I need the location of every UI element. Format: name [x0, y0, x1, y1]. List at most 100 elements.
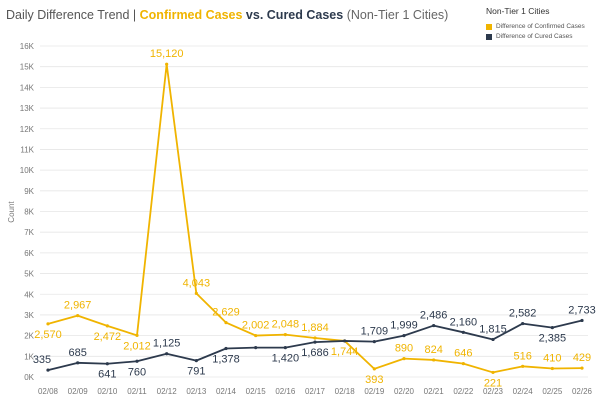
- confirmed-data-point[interactable]: [194, 291, 198, 295]
- x-tick-label: 02/20: [394, 387, 415, 396]
- cured-data-label: 1,709: [361, 326, 389, 338]
- cured-data-point[interactable]: [432, 323, 436, 328]
- legend-swatch-confirmed: [486, 23, 492, 30]
- x-tick-label: 02/22: [453, 387, 474, 396]
- cured-data-point[interactable]: [135, 359, 139, 363]
- confirmed-data-label: 2,048: [272, 319, 300, 331]
- legend-item-cured[interactable]: Difference of Cured Cases: [486, 33, 585, 40]
- cured-data-label: 1,420: [272, 353, 300, 365]
- confirmed-data-point[interactable]: [135, 333, 139, 337]
- cured-data-point[interactable]: [521, 321, 525, 326]
- confirmed-data-point[interactable]: [432, 358, 436, 362]
- y-tick-label: 0K: [24, 373, 34, 382]
- y-tick-label: 5K: [24, 270, 34, 279]
- confirmed-data-point[interactable]: [224, 321, 228, 325]
- y-axis-ticks: 0K 1K 2K 3K 4K 5K 6K 7K 8K 9K 10K 11K 12K 13K 14K 15K 16…: [20, 42, 35, 382]
- confirmed-data-point[interactable]: [491, 370, 495, 375]
- confirmed-data-point[interactable]: [165, 62, 169, 66]
- confirmed-data-point[interactable]: [313, 336, 317, 340]
- x-tick-label: 02/26: [572, 387, 593, 396]
- confirmed-data-label: 1,884: [301, 322, 329, 334]
- cured-data-label: 791: [187, 366, 205, 378]
- cured-data-label: 1,999: [390, 320, 418, 332]
- cured-data-point[interactable]: [254, 346, 258, 350]
- cured-data-point[interactable]: [313, 340, 317, 344]
- confirmed-data-point[interactable]: [550, 366, 554, 371]
- cured-data-point[interactable]: [105, 362, 109, 366]
- confirmed-data-label: 2,629: [212, 307, 240, 319]
- legend-swatch-cured: [486, 33, 492, 40]
- y-tick-label: 11K: [20, 145, 34, 154]
- cured-data-point[interactable]: [402, 334, 406, 338]
- confirmed-data-point[interactable]: [76, 314, 80, 318]
- confirmed-data-point[interactable]: [283, 333, 287, 337]
- title-cured: Cured Cases: [266, 8, 344, 22]
- x-axis-ticks: 02/08 02/09 02/10 02/11 02/12 02/13 02/14 02/15…: [38, 387, 593, 396]
- cured-data-point[interactable]: [165, 352, 169, 356]
- cured-data-label: 2,582: [509, 308, 537, 320]
- x-tick-label: 02/18: [335, 387, 356, 396]
- x-tick-label: 02/08: [38, 387, 59, 396]
- cured-data-label: 1,686: [301, 347, 329, 359]
- confirmed-data-label: 410: [543, 353, 561, 365]
- confirmed-data-label: 2,967: [64, 300, 92, 312]
- cured-data-label: 2,160: [450, 316, 478, 328]
- y-tick-label: 13K: [20, 104, 35, 113]
- confirmed-data-point[interactable]: [521, 364, 525, 368]
- cured-data-point[interactable]: [461, 330, 465, 334]
- confirmed-data-label: 15,120: [150, 48, 184, 60]
- cured-data-point[interactable]: [194, 359, 198, 363]
- cured-data-label: 641: [98, 369, 116, 381]
- confirmed-data-point[interactable]: [580, 366, 584, 370]
- y-axis-label: Count: [7, 201, 16, 223]
- confirmed-data-point[interactable]: [372, 367, 376, 371]
- cured-data-point[interactable]: [343, 339, 347, 343]
- x-tick-label: 02/24: [513, 387, 534, 396]
- legend-item-confirmed[interactable]: Difference of Confirmed Cases: [486, 23, 585, 30]
- x-tick-label: 02/25: [542, 387, 563, 396]
- y-tick-label: 3K: [24, 311, 34, 320]
- y-tick-label: 6K: [24, 249, 34, 258]
- y-tick-label: 10K: [20, 166, 35, 175]
- cured-data-point[interactable]: [491, 337, 495, 342]
- y-tick-label: 16K: [20, 42, 35, 51]
- cured-data-point[interactable]: [580, 318, 584, 323]
- x-tick-label: 02/13: [186, 387, 207, 396]
- confirmed-data-point[interactable]: [105, 324, 109, 328]
- confirmed-data-label: 2,002: [242, 320, 270, 332]
- cured-data-label: 1,125: [153, 338, 181, 350]
- cured-data-point[interactable]: [550, 326, 554, 330]
- y-tick-label: 14K: [20, 83, 35, 92]
- legend-label-cured: Difference of Cured Cases: [496, 33, 573, 40]
- cured-data-point[interactable]: [76, 361, 80, 365]
- confirmed-data-point[interactable]: [402, 356, 406, 361]
- cured-data-label: 1,815: [479, 323, 507, 335]
- cured-data-point[interactable]: [372, 340, 376, 344]
- title-prefix: Daily Difference Trend |: [6, 8, 140, 22]
- cured-data-label: 2,733: [568, 304, 596, 316]
- confirmed-data-label: 393: [365, 374, 383, 386]
- cured-data-label: 685: [68, 347, 86, 359]
- cured-data-point[interactable]: [46, 368, 50, 372]
- legend-label-confirmed: Difference of Confirmed Cases: [496, 23, 585, 30]
- y-tick-label: 8K: [24, 208, 34, 217]
- confirmed-data-point[interactable]: [46, 322, 50, 326]
- confirmed-data-point[interactable]: [461, 362, 465, 366]
- series-lines: [46, 62, 584, 375]
- y-tick-label: 15K: [20, 63, 35, 72]
- cured-data-label: 760: [128, 366, 146, 378]
- cured-data-point[interactable]: [224, 346, 228, 351]
- title-suffix: (Non-Tier 1 Cities): [343, 8, 449, 22]
- cured-data-point[interactable]: [283, 346, 287, 350]
- cured-data-label: 2,486: [420, 310, 448, 322]
- confirmed-data-label: 221: [484, 377, 502, 389]
- confirmed-data-label: 646: [454, 348, 472, 360]
- y-tick-label: 7K: [24, 228, 34, 237]
- confirmed-data-label: 2,012: [123, 340, 151, 352]
- confirmed-data-point[interactable]: [254, 333, 258, 338]
- x-tick-label: 02/10: [97, 387, 118, 396]
- x-tick-label: 02/12: [157, 387, 178, 396]
- confirmed-data-label: 516: [513, 350, 531, 362]
